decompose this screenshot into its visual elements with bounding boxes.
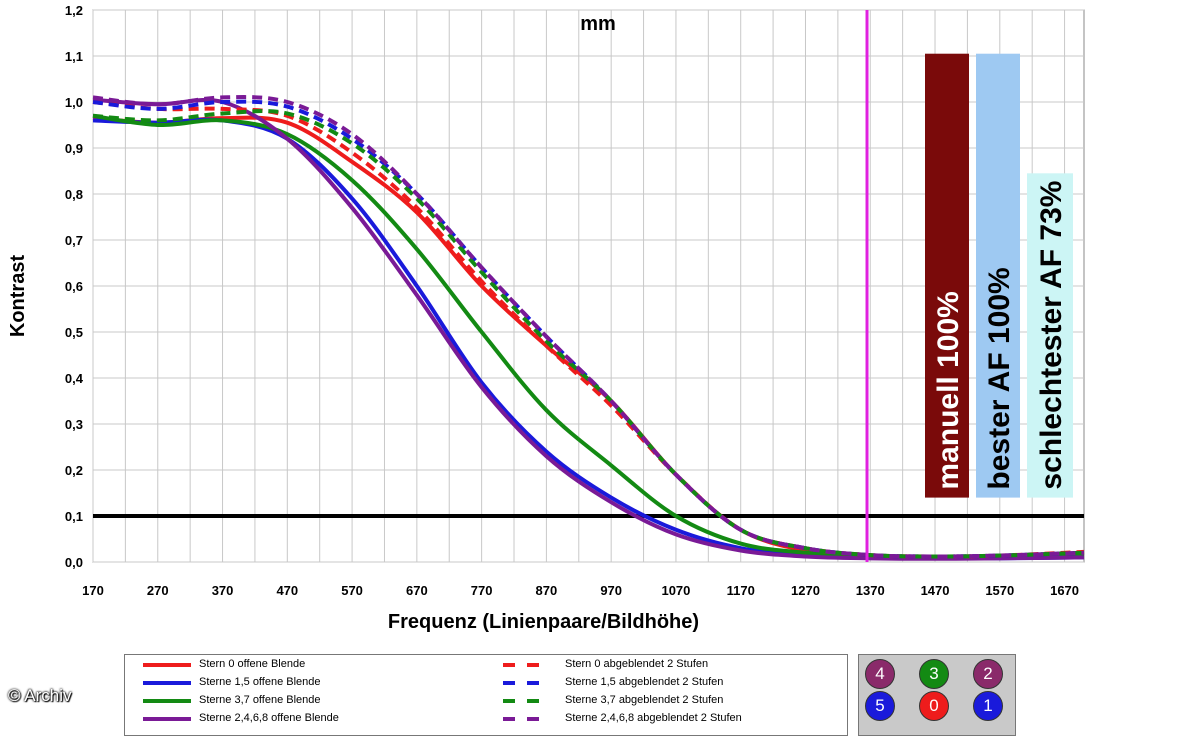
star-badge: 2	[973, 659, 1003, 689]
y-tick-label: 1,1	[65, 49, 83, 64]
y-tick-label: 0,6	[65, 279, 83, 294]
x-tick-label: 1470	[921, 583, 950, 598]
legend-swatch	[527, 681, 539, 685]
legend-label: Sterne 3,7 abgeblendet 2 Stufen	[565, 694, 724, 706]
y-tick-label: 0,3	[65, 417, 83, 432]
y-tick-label: 0,9	[65, 141, 83, 156]
legend-label: Sterne 2,4,6,8 offene Blende	[199, 712, 339, 724]
y-tick-label: 0,7	[65, 233, 83, 248]
star-badge: 3	[919, 659, 949, 689]
legend-swatch	[503, 663, 515, 667]
x-tick-label: 1070	[661, 583, 690, 598]
x-tick-label: 670	[406, 583, 428, 598]
y-tick-label: 1,0	[65, 95, 83, 110]
y-tick-label: 0,5	[65, 325, 83, 340]
legend-label: Stern 0 offene Blende	[199, 658, 306, 670]
y-tick-label: 0,1	[65, 509, 83, 524]
y-tick-label: 1,2	[65, 3, 83, 18]
y-tick-label: 0,2	[65, 463, 83, 478]
af-bar-label: bester AF 100%	[983, 267, 1016, 489]
star-plate: 4 3 2 5 0 1	[858, 654, 1016, 736]
x-tick-label: 1370	[856, 583, 885, 598]
x-tick-label: 470	[276, 583, 298, 598]
af-bar-label: manuell 100%	[932, 291, 965, 489]
x-tick-label: 1570	[985, 583, 1014, 598]
legend-label: Sterne 3,7 offene Blende	[199, 694, 321, 706]
star-badge: 5	[865, 691, 895, 721]
y-axis-title: Kontrast	[7, 255, 29, 338]
af-bar	[1027, 173, 1073, 498]
x-tick-label: 1170	[727, 583, 755, 598]
legend-swatch	[503, 699, 515, 703]
legend-swatch	[527, 663, 539, 667]
x-tick-label: 270	[147, 583, 169, 598]
y-tick-label: 0,0	[65, 555, 83, 570]
legend-swatch	[527, 717, 539, 721]
x-tick-label: 170	[82, 583, 104, 598]
legend-swatch	[503, 717, 515, 721]
af-bar-label: schlechtester AF 73%	[1035, 181, 1068, 490]
legend: Stern 0 offene Blende Sterne 1,5 offene …	[124, 654, 848, 736]
legend-swatch	[143, 717, 191, 721]
legend-swatch	[503, 681, 515, 685]
legend-swatch	[143, 663, 191, 667]
series-line	[92, 95, 1085, 559]
star-badge: 1	[973, 691, 1003, 721]
legend-swatch	[527, 699, 539, 703]
legend-label: Sterne 1,5 offene Blende	[199, 676, 321, 688]
y-tick-label: 0,4	[65, 371, 84, 386]
af-bar	[976, 53, 1020, 498]
star-badge: 0	[919, 691, 949, 721]
legend-label: Stern 0 abgeblendet 2 Stufen	[565, 658, 709, 670]
x-axis-title: Frequenz (Linienpaare/Bildhöhe)	[388, 611, 699, 633]
x-tick-label: 870	[536, 583, 558, 598]
x-tick-label: 1670	[1050, 583, 1079, 598]
chart-title-fragment: mm	[580, 13, 616, 35]
legend-swatch	[143, 681, 191, 685]
af-bar	[925, 53, 969, 498]
legend-label: Sterne 1,5 abgeblendet 2 Stufen	[565, 676, 724, 688]
x-tick-label: 570	[341, 583, 363, 598]
y-tick-label: 0,8	[65, 187, 83, 202]
mtf-chart: 0,0 0,1 0,2 0,3 0,4 0,5 0,6 0,7 0,8 0,9 1,0 1,1 1,2 1…	[7, 3, 1085, 633]
series-line	[92, 97, 1085, 561]
legend-label: Sterne 2,4,6,8 abgeblendet 2 Stufen	[565, 712, 742, 724]
x-tick-label: 970	[600, 583, 622, 598]
x-tick-label: 770	[471, 583, 493, 598]
star-badge: 4	[865, 659, 895, 689]
legend-swatch	[143, 699, 191, 703]
photo-credit: © Archiv	[8, 686, 72, 705]
x-tick-label: 1270	[791, 583, 820, 598]
x-tick-label: 370	[212, 583, 234, 598]
series-line	[92, 109, 1085, 559]
